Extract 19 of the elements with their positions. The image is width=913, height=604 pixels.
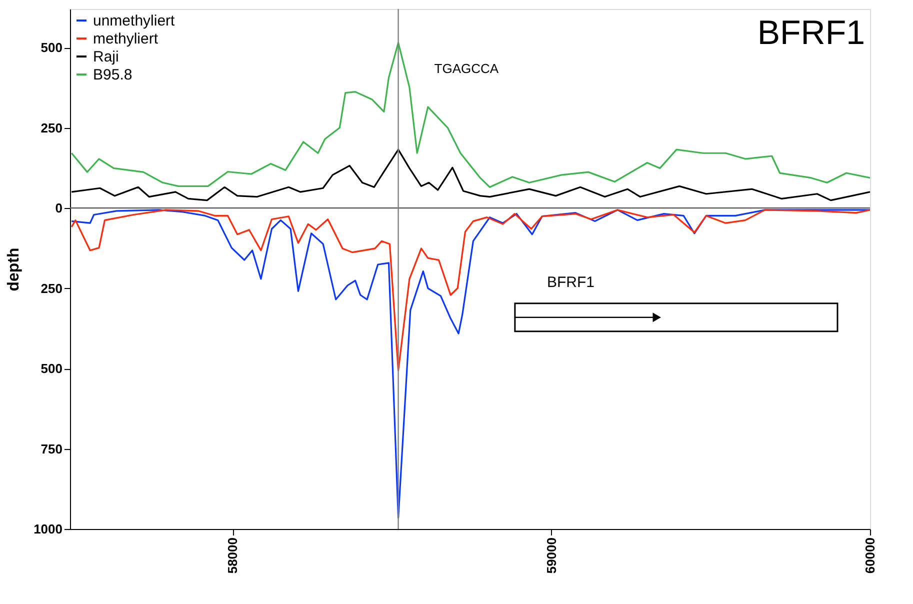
y-tick-label: 0 bbox=[55, 200, 62, 216]
y-tick-label: 500 bbox=[40, 361, 62, 376]
legend-label: unmethyliert bbox=[93, 12, 176, 30]
y-tick-label: 1000 bbox=[34, 522, 62, 536]
x-tick-label: 59000 bbox=[544, 538, 559, 574]
chart-title: BFRF1 bbox=[757, 14, 865, 52]
legend-label: B95.8 bbox=[93, 66, 132, 84]
legend-label: Raji bbox=[93, 48, 119, 66]
band-label: BFRF1 bbox=[546, 274, 594, 291]
x-tick-label: 58000 bbox=[225, 538, 240, 574]
y-axis-title: depth bbox=[6, 248, 23, 292]
legend-label: methyliert bbox=[93, 30, 159, 48]
y-tick-label: 250 bbox=[40, 280, 62, 296]
y-tick-label: 750 bbox=[40, 441, 62, 456]
y-tick-label: 500 bbox=[40, 40, 62, 56]
ref-line-label: TGAGCCA bbox=[434, 60, 499, 76]
line-series bbox=[70, 209, 870, 372]
y-tick-label: 250 bbox=[40, 120, 62, 136]
x-tick-label: 60000 bbox=[862, 538, 878, 574]
